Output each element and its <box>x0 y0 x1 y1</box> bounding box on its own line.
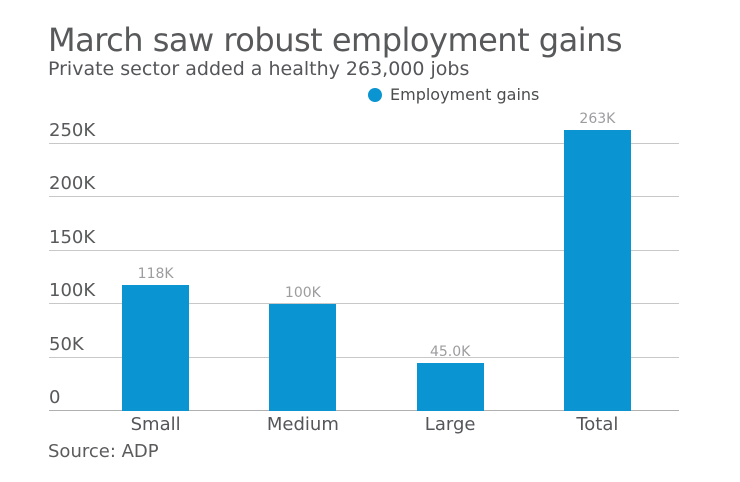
legend-item-employment-gains[interactable]: Employment gains <box>368 85 539 104</box>
data-label-small: 118K <box>137 265 174 282</box>
chart-subtitle: Private sector added a healthy 263,000 j… <box>48 58 470 80</box>
data-label-large: 45.0K <box>429 343 471 360</box>
y-axis-label-100K: 100K <box>49 280 96 302</box>
data-label-medium: 100K <box>284 285 321 302</box>
x-axis-label-large: Large <box>424 414 476 435</box>
bar-medium[interactable] <box>269 304 337 411</box>
plot-area: 0 50K 100K 150K 200K 250K 118K Small 100K Medium 4… <box>49 112 679 435</box>
bar-small[interactable] <box>122 284 190 411</box>
y-axis-label-50K: 50K <box>49 333 84 355</box>
data-label-total: 263K <box>579 110 616 127</box>
bar-total[interactable] <box>563 129 631 411</box>
source-note: Source: ADP <box>48 441 159 462</box>
bar-large[interactable] <box>416 362 484 411</box>
y-axis-label-150K: 150K <box>49 226 96 248</box>
y-axis-label-250K: 250K <box>49 119 96 141</box>
chart-title: March saw robust employment gains <box>48 21 623 59</box>
x-axis-label-total: Total <box>576 414 619 435</box>
legend-label: Employment gains <box>390 85 540 104</box>
x-axis-label-medium: Medium <box>266 414 339 435</box>
y-axis-label-0: 0 <box>49 387 61 408</box>
legend-marker-icon <box>368 87 382 102</box>
x-axis-label-small: Small <box>130 414 181 435</box>
y-axis-label-200K: 200K <box>49 173 96 195</box>
